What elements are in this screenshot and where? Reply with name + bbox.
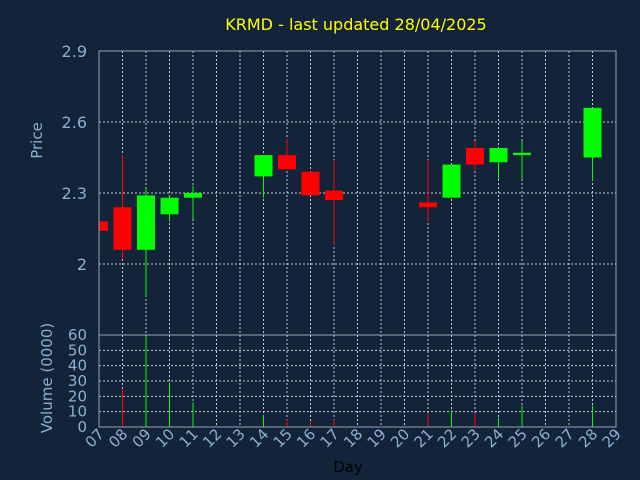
volume-bars	[122, 336, 593, 427]
candle-body	[278, 155, 296, 170]
candle-body	[442, 164, 461, 198]
price-y-ticks: 2 2.3 2.6 2.9	[62, 42, 87, 274]
candle-body	[137, 195, 155, 250]
price-panel: 2 2.3 2.6 2.9 Price	[28, 42, 617, 336]
candle	[113, 155, 132, 260]
candle-body	[160, 197, 179, 215]
candle-body	[113, 207, 132, 250]
volume-axis-label: Volume (0000)	[38, 323, 56, 433]
candle	[184, 185, 202, 220]
price-tick-label: 2.9	[62, 42, 87, 61]
candle	[489, 148, 508, 179]
volume-tick-label: 10	[68, 403, 87, 421]
price-tick-label: 2.6	[62, 113, 87, 132]
day-axis-label: Day	[333, 458, 363, 476]
candle	[160, 195, 179, 222]
volume-tick-label: 30	[68, 372, 87, 390]
volume-tick-label: 60	[68, 326, 87, 344]
candle	[419, 159, 437, 222]
candle	[278, 138, 296, 170]
price-tick-label: 2	[77, 255, 87, 274]
day-x-ticks: 0708091011121314151617181920212223242526…	[82, 425, 625, 451]
candle	[442, 164, 461, 198]
volume-tick-label: 40	[68, 357, 87, 375]
price-candles	[98, 107, 602, 298]
candle-body	[419, 202, 437, 208]
candle-body	[325, 190, 343, 201]
price-axis-label: Price	[28, 122, 46, 159]
volume-frame	[98, 334, 617, 428]
candle-body	[301, 171, 320, 196]
candle	[513, 140, 531, 179]
chart-title: KRMD - last updated 28/04/2025	[225, 15, 486, 34]
price-tick-label: 2.3	[62, 184, 87, 203]
volume-tick-label: 50	[68, 341, 87, 359]
candle	[301, 171, 320, 196]
candle-body	[466, 148, 484, 165]
candle	[137, 188, 155, 298]
candle-body	[513, 152, 531, 156]
candle-body	[583, 107, 602, 158]
candle-body	[99, 221, 108, 231]
candle	[98, 221, 108, 231]
volume-tick-label: 0	[77, 418, 87, 436]
candle-body	[184, 193, 202, 198]
candle	[466, 140, 484, 170]
volume-tick-label: 20	[68, 387, 87, 405]
candle	[254, 155, 273, 198]
candle	[325, 159, 343, 246]
candle-body	[254, 155, 273, 177]
candle-body	[489, 148, 508, 163]
candle	[583, 107, 602, 182]
